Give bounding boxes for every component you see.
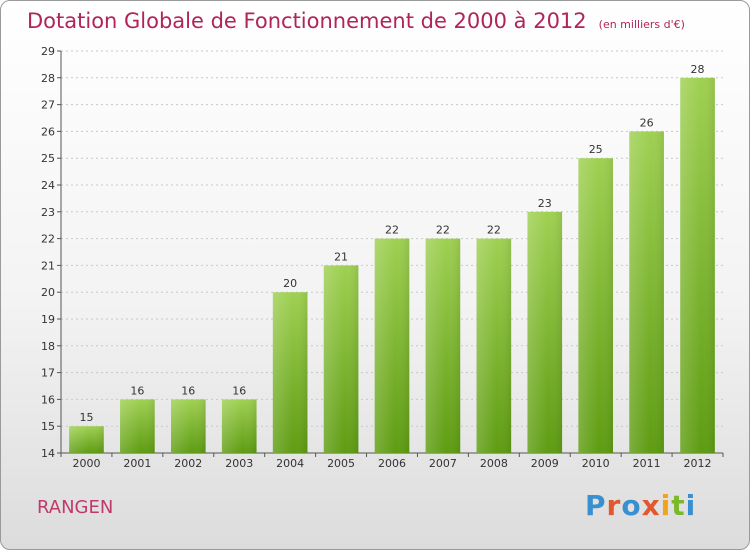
- value-label-2002: 16: [181, 384, 195, 397]
- x-tick-label-2002: 2002: [174, 457, 202, 470]
- value-label-2008: 22: [487, 224, 501, 237]
- y-tick-label: 24: [41, 179, 55, 192]
- value-label-2010: 25: [589, 143, 603, 156]
- y-tick-label: 16: [41, 393, 55, 406]
- bar-shade-2008: [476, 238, 512, 453]
- value-label-2009: 23: [538, 197, 552, 210]
- chart-subtitle: (en milliers d'€): [598, 18, 685, 31]
- bar-shade-2004: [272, 292, 308, 453]
- y-tick-label: 28: [41, 72, 55, 85]
- bar-shade-2000: [69, 426, 104, 453]
- x-tick-label-2012: 2012: [684, 457, 712, 470]
- value-label-2005: 21: [334, 250, 348, 263]
- value-label-2011: 26: [640, 116, 654, 129]
- bars: 15 16 16 16 20 21 22 22 22 23 25 26 28: [69, 63, 715, 454]
- chart-title-text: Dotation Globale de Fonctionnement de 20…: [27, 9, 587, 33]
- y-tick-label: 26: [41, 125, 55, 138]
- x-tick-label-2009: 2009: [531, 457, 559, 470]
- y-tick-label: 20: [41, 286, 55, 299]
- bar-shade-2010: [578, 158, 614, 453]
- y-tick-label: 18: [41, 340, 55, 353]
- x-axis-labels: 2000 2001 2002 2003 2004 2005 2006 2007 2008 2009…: [60, 453, 724, 470]
- value-label-2004: 20: [283, 277, 297, 290]
- proxiti-logo[interactable]: Proxiti: [585, 489, 697, 522]
- y-tick-label: 15: [41, 420, 55, 433]
- bar-shade-2007: [425, 238, 461, 453]
- y-tick-label: 22: [41, 233, 55, 246]
- y-tick-label: 19: [41, 313, 55, 326]
- y-tick-label: 25: [41, 152, 55, 165]
- bar-shade-2003: [221, 399, 257, 453]
- value-label-2007: 22: [436, 224, 450, 237]
- bar-shade-2005: [323, 265, 359, 453]
- value-label-2003: 16: [232, 384, 246, 397]
- bar-shade-2012: [680, 77, 715, 454]
- bar-shade-2011: [629, 131, 664, 453]
- x-tick-label-2005: 2005: [327, 457, 355, 470]
- x-tick-label-2004: 2004: [276, 457, 304, 470]
- x-tick-label-2000: 2000: [72, 457, 100, 470]
- y-tick-label: 27: [41, 99, 55, 112]
- x-tick-label-2011: 2011: [633, 457, 661, 470]
- chart-title: Dotation Globale de Fonctionnement de 20…: [27, 9, 685, 33]
- y-tick-label: 23: [41, 206, 55, 219]
- value-label-2000: 15: [79, 411, 93, 424]
- value-label-2012: 28: [691, 63, 705, 76]
- y-tick-label: 14: [41, 447, 55, 460]
- value-label-2006: 22: [385, 224, 399, 237]
- x-tick-label-2006: 2006: [378, 457, 406, 470]
- y-tick-label: 21: [41, 259, 55, 272]
- bar-shade-2002: [170, 399, 206, 453]
- x-tick-label-2008: 2008: [480, 457, 508, 470]
- location-name: RANGEN: [37, 497, 114, 518]
- value-label-2001: 16: [130, 384, 144, 397]
- bar-shade-2009: [527, 211, 563, 453]
- x-tick-label-2010: 2010: [582, 457, 610, 470]
- x-tick-label-2007: 2007: [429, 457, 457, 470]
- bar-shade-2006: [374, 238, 410, 453]
- y-tick-label: 29: [41, 45, 55, 58]
- bar-shade-2001: [120, 399, 155, 453]
- x-tick-label-2003: 2003: [225, 457, 253, 470]
- y-tick-label: 17: [41, 367, 55, 380]
- x-tick-label-2001: 2001: [123, 457, 151, 470]
